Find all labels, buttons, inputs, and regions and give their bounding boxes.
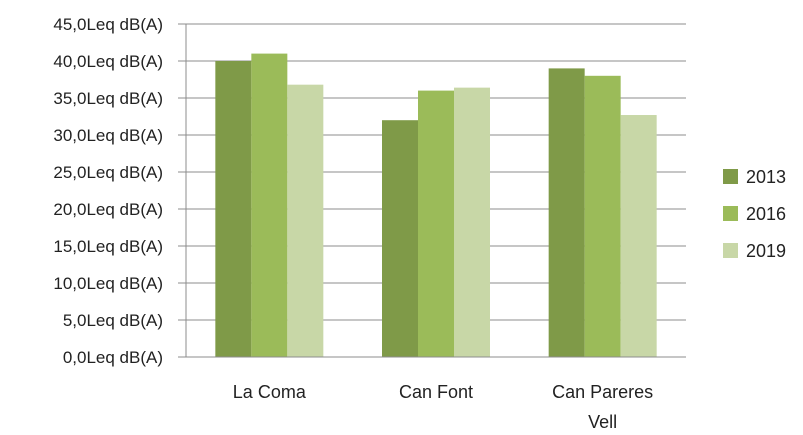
bar-2019-0 — [287, 84, 324, 358]
y-tick-label: 0,0Leq dB(A) — [63, 348, 163, 367]
legend-swatch-2013 — [723, 169, 738, 184]
legend-label: 2016 — [746, 204, 786, 224]
y-tick-label: 25,0Leq dB(A) — [53, 163, 163, 182]
y-tick-label: 45,0Leq dB(A) — [53, 15, 163, 34]
bar-2019-1 — [454, 87, 490, 357]
x-tick-label: Can Font — [399, 382, 473, 402]
bar-2019-2 — [620, 115, 657, 358]
bar-2013-2 — [548, 68, 585, 358]
y-tick-label: 20,0Leq dB(A) — [53, 200, 163, 219]
y-axis: 45,0Leq dB(A) 40,0Leq dB(A) 35,0Leq dB(A) 3… — [53, 15, 187, 367]
y-tick-label: 40,0Leq dB(A) — [53, 52, 163, 71]
legend-label: 2013 — [746, 167, 786, 187]
y-tick-label: 10,0Leq dB(A) — [53, 274, 163, 293]
bar-2016-1 — [418, 90, 454, 357]
x-tick-label: La Coma — [233, 382, 307, 402]
y-tick-label: 5,0Leq dB(A) — [63, 311, 163, 330]
bar-2016-2 — [584, 75, 621, 358]
legend: 2013 2016 2019 — [723, 167, 786, 261]
y-tick-label: 30,0Leq dB(A) — [53, 126, 163, 145]
legend-swatch-2016 — [723, 206, 738, 221]
bar-2013-0 — [215, 61, 252, 357]
legend-swatch-2019 — [723, 243, 738, 258]
x-tick-label: Can Pareres — [552, 382, 653, 402]
legend-label: 2019 — [746, 241, 786, 261]
x-tick-label: Vell — [588, 412, 617, 432]
bar-2016-0 — [251, 53, 288, 357]
bars — [215, 53, 657, 358]
bar-2013-1 — [382, 120, 418, 357]
y-tick-label: 35,0Leq dB(A) — [53, 89, 163, 108]
x-axis: La Coma Can Font Can Pareres Vell — [186, 356, 686, 432]
y-tick-label: 15,0Leq dB(A) — [53, 237, 163, 256]
